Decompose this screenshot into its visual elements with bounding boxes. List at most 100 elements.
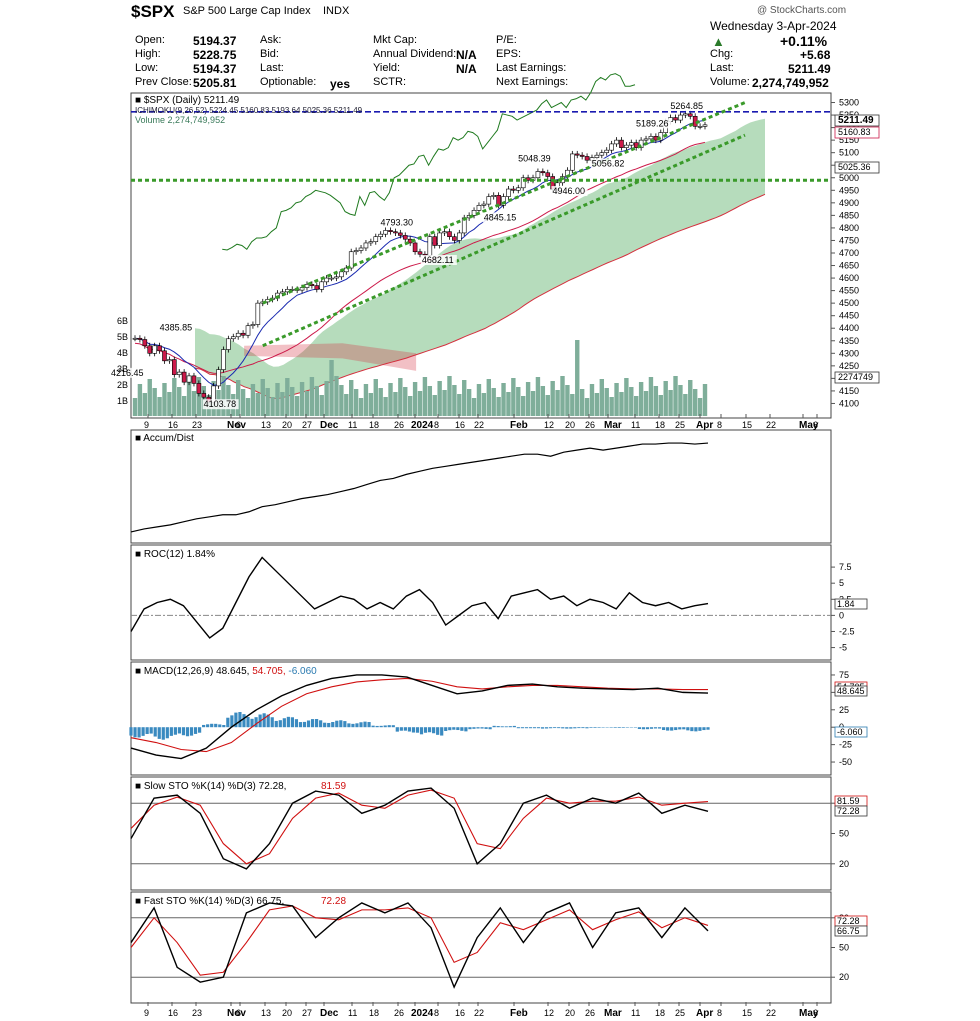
volume-bar (388, 383, 393, 416)
candle-body (172, 359, 177, 375)
indicator-tick-label: -50 (839, 757, 852, 767)
macd-histogram-bar (274, 720, 278, 728)
macd-histogram-bar (674, 727, 678, 731)
candle-body (324, 277, 329, 283)
candle-body (673, 117, 678, 121)
volume-bar (299, 382, 305, 416)
macd-histogram-bar (698, 727, 702, 731)
candle-body (181, 371, 187, 383)
price-annotation: 4793.30 (381, 217, 414, 227)
x-axis-label: 16 (168, 1008, 178, 1018)
channel-lower-line (262, 133, 746, 348)
candle-body (383, 230, 388, 235)
macd-histogram-bar (516, 727, 520, 729)
quote-value: 5228.75 (193, 48, 237, 62)
macd-histogram-bar (246, 716, 250, 728)
slow-sto-legend: ■ Slow STO %K(14) %D(3) 72.28, (135, 781, 286, 792)
macd-histogram-bar (315, 719, 319, 728)
macd-histogram-bar (641, 727, 646, 730)
price-annotation-bg (590, 158, 627, 169)
volume-bar (339, 385, 344, 416)
price-tick-label: 5100 (839, 148, 859, 158)
macd-histogram-bar (145, 727, 149, 734)
macd-histogram-bar (214, 723, 218, 728)
volume-bar (599, 379, 605, 416)
price-annotation: 4216.45 (111, 368, 144, 378)
macd-histogram-bar (347, 723, 351, 728)
volume-bar (373, 379, 378, 416)
macd-histogram-bar (262, 713, 266, 728)
earnings-label: P/E: (496, 34, 517, 46)
macd-histogram-bar (254, 717, 258, 728)
candle-body (378, 233, 383, 237)
volume-bar (697, 398, 703, 416)
indicator-tick-label: 20 (839, 859, 849, 869)
volume-bar (412, 382, 418, 416)
candle-body (614, 139, 619, 145)
indicator-value-box (834, 685, 868, 697)
volume-bar (457, 394, 462, 416)
macd-histogram-bar (448, 727, 452, 731)
security-name: S&P 500 Large Cap Index (183, 5, 311, 17)
volume-bar (250, 384, 256, 416)
candle-body (624, 144, 629, 148)
indicator-value-box (834, 805, 868, 817)
x-axis-label: 2024 (411, 420, 434, 431)
macd-histogram-bar (593, 727, 597, 728)
x-axis-label: 20 (282, 1008, 292, 1018)
macd-histogram-bar (363, 721, 367, 728)
volume-bar (535, 377, 541, 416)
x-axis-label: 18 (655, 1008, 665, 1018)
candle-body (683, 113, 688, 116)
volume-tick-label: 6B (117, 316, 128, 326)
macd-histogram-bar (690, 727, 694, 732)
candle-body (132, 337, 138, 340)
macd-histogram-bar (536, 727, 541, 729)
x-axis-label: 26 (394, 1008, 404, 1018)
candle-body (240, 332, 246, 336)
volume-bar (417, 391, 423, 416)
macd-histogram-bar (141, 727, 145, 736)
accum-dist-legend: ■ Accum/Dist (135, 433, 194, 444)
macd-histogram-bar (197, 727, 202, 733)
volume-bar (181, 396, 187, 416)
macd-histogram-bar (407, 727, 412, 732)
macd-histogram-bar (549, 727, 553, 729)
info-value: N/A (456, 48, 477, 62)
price-tick-label: 4600 (839, 273, 859, 283)
macd-histogram-bar (657, 727, 662, 729)
volume-bar (172, 378, 177, 416)
quote-label: Last: (710, 62, 734, 74)
earnings-label: EPS: (496, 48, 522, 60)
volume-bar (476, 384, 482, 416)
macd-histogram-bar (419, 727, 424, 735)
volume-bar (511, 378, 516, 416)
right-axis-box (834, 126, 880, 139)
candle-body (402, 235, 408, 240)
macd-histogram-bar (282, 718, 286, 728)
x-axis-label: 9 (144, 1008, 149, 1018)
price-annotation-bg (551, 186, 588, 197)
volume-bar (638, 382, 644, 416)
macd-histogram-bar (480, 727, 484, 729)
volume-bar (329, 360, 334, 416)
macd-histogram-bar (653, 727, 658, 729)
volume-bar (255, 393, 261, 416)
candle-body (157, 345, 162, 352)
volume-bar (309, 377, 315, 416)
right-axis-value: 5211.49 (838, 115, 874, 126)
candle-body (427, 236, 433, 256)
change-percent: +0.11% (780, 33, 828, 49)
price-tick-label: 5300 (839, 98, 859, 108)
earnings-label: Last Earnings: (496, 62, 567, 74)
volume-bar (658, 395, 663, 416)
macd-histogram-bar (670, 727, 674, 731)
macd-histogram-bar (177, 727, 182, 734)
candle-body (412, 242, 418, 253)
quote-date: Wednesday 3-Apr-2024 (710, 19, 837, 33)
macd-histogram-bar (476, 727, 480, 729)
indicator-tick-label: 50 (839, 829, 849, 839)
candle-body (142, 339, 148, 347)
price-tick-label: 4450 (839, 311, 859, 321)
volume-bar (393, 392, 398, 416)
